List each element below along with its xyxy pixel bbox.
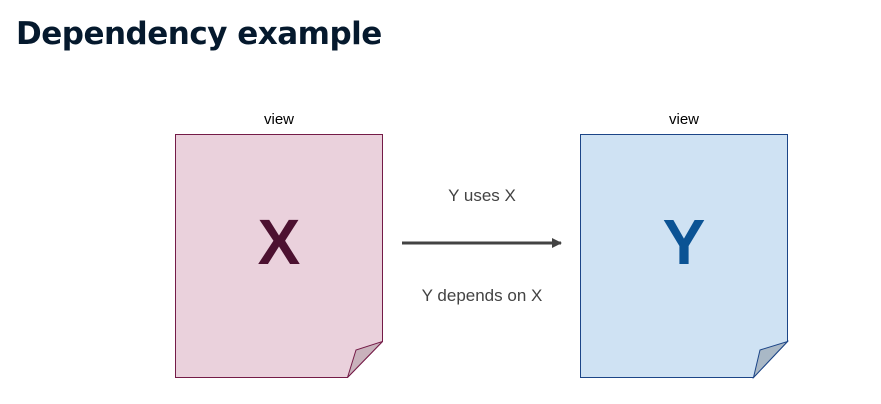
view-x-caption: view [264,111,294,128]
view-x: view X [175,111,383,378]
view-x-letter: X [258,206,301,278]
view-y-page-fold [752,340,790,380]
view-y: view Y [580,111,790,380]
view-y-caption: view [669,111,699,128]
arrow-label-depends: Y depends on X [422,286,543,305]
slide-title: Dependency example [16,16,382,52]
arrow-label-uses: Y uses X [448,186,516,205]
view-y-letter: Y [663,206,706,278]
dependency-arrow: Y uses X Y depends on X [402,186,562,305]
view-x-page-fold [347,341,383,378]
